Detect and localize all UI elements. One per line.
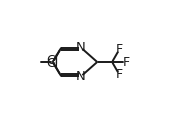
Text: F: F xyxy=(115,44,123,56)
Text: F: F xyxy=(115,68,123,80)
Text: F: F xyxy=(122,56,130,68)
Text: N: N xyxy=(76,70,86,83)
Text: N: N xyxy=(76,41,86,54)
Text: Cl: Cl xyxy=(46,57,58,70)
Text: Cl: Cl xyxy=(46,54,58,67)
